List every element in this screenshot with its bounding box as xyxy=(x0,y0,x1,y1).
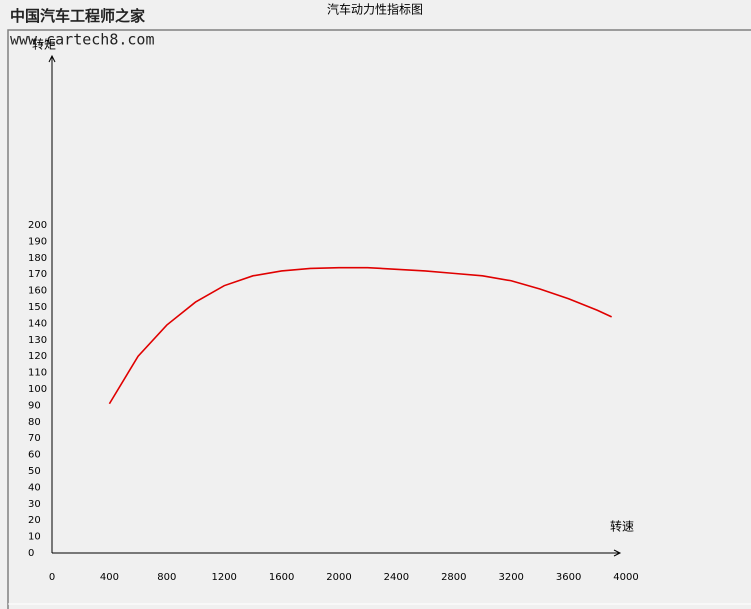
y-tick-label: 80 xyxy=(28,417,41,428)
y-tick-label: 30 xyxy=(28,499,41,510)
x-tick-label: 3600 xyxy=(556,572,581,583)
y-tick-label: 50 xyxy=(28,466,41,477)
y-tick-label: 110 xyxy=(28,368,47,379)
x-tick-label: 2800 xyxy=(441,572,466,583)
x-tick-label: 2400 xyxy=(384,572,409,583)
frame xyxy=(7,29,751,609)
y-tick-label: 70 xyxy=(28,433,41,444)
y-tick-label: 180 xyxy=(28,253,47,264)
y-tick-label: 20 xyxy=(28,515,41,526)
line-series xyxy=(108,266,612,405)
x-tick-label: 0 xyxy=(49,572,55,583)
y-tick-label: 120 xyxy=(28,351,47,362)
y-tick-label: 100 xyxy=(28,384,47,395)
watermark: 中国汽车工程师之家 xyxy=(10,7,145,25)
x-tick-label: 800 xyxy=(157,572,176,583)
y-tick-label: 60 xyxy=(28,450,41,461)
x-tick-label: 2000 xyxy=(326,572,351,583)
y-tick-label: 10 xyxy=(28,532,41,543)
x-tick-label: 1600 xyxy=(269,572,294,583)
y-tick-label: 150 xyxy=(28,302,47,313)
y-tick-label: 40 xyxy=(28,482,41,493)
y-tick-label: 90 xyxy=(28,400,41,411)
y-tick-label: 170 xyxy=(28,269,47,280)
y-tick-label: 160 xyxy=(28,286,47,297)
chart-title: 汽车动力性指标图 xyxy=(327,2,423,17)
x-tick-label: 1200 xyxy=(211,572,236,583)
x-axis-arrow xyxy=(613,549,622,557)
x-tick-label: 400 xyxy=(100,572,119,583)
y-tick-label: 0 xyxy=(28,548,34,559)
y-axis-arrow xyxy=(48,54,56,63)
watermark: www.cartech8.com xyxy=(10,31,155,49)
y-axis-label: 转矩 xyxy=(32,37,56,52)
y-tick-label: 130 xyxy=(28,335,47,346)
y-tick-label: 140 xyxy=(28,318,47,329)
y-tick-label: 200 xyxy=(28,220,47,231)
x-tick-label: 4000 xyxy=(613,572,638,583)
x-axis-label: 转速 xyxy=(610,519,634,534)
y-tick-label: 190 xyxy=(28,236,47,247)
x-tick-label: 3200 xyxy=(498,572,523,583)
